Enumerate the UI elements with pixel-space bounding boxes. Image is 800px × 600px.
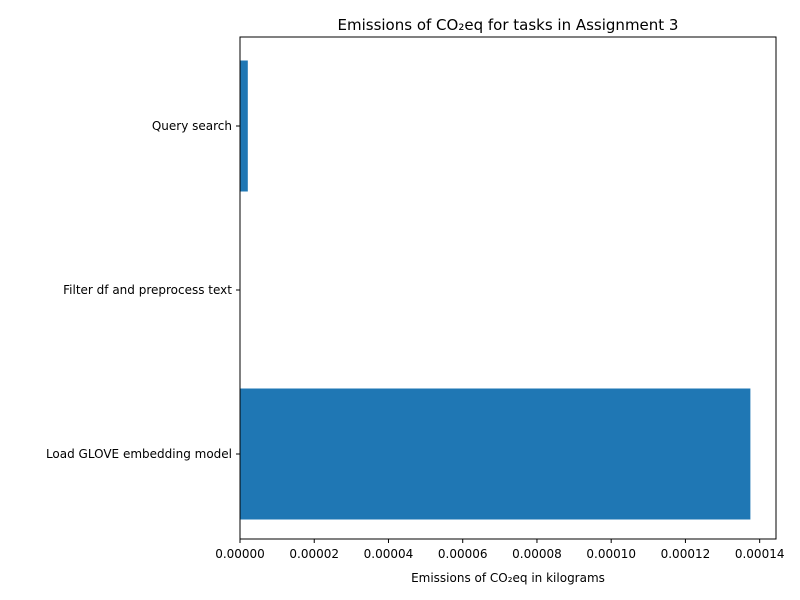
chart-title: Emissions of CO₂eq for tasks in Assignme… [338,16,679,34]
bar-0 [240,388,751,520]
x-tick-label-3: 0.00006 [438,547,488,561]
y-tick-label-2: Query search [152,119,232,133]
y-axis: Load GLOVE embedding model Filter df and … [46,119,240,461]
x-tick-label-2: 0.00004 [364,547,414,561]
x-axis-label: Emissions of CO₂eq in kilograms [411,571,605,585]
y-tick-label-0: Load GLOVE embedding model [46,447,232,461]
x-tick-label-5: 0.00010 [586,547,636,561]
x-tick-label-7: 0.00014 [735,547,785,561]
x-tick-label-4: 0.00008 [512,547,562,561]
plot-frame [239,36,777,540]
bar-2 [240,60,248,192]
x-tick-label-1: 0.00002 [289,547,339,561]
x-tick-label-6: 0.00012 [661,547,711,561]
x-tick-label-0: 0.00000 [215,547,265,561]
x-axis: 0.00000 0.00002 0.00004 0.00006 0.00008 0.000… [215,539,784,561]
bars-group [240,60,751,520]
y-tick-label-1: Filter df and preprocess text [63,283,232,297]
